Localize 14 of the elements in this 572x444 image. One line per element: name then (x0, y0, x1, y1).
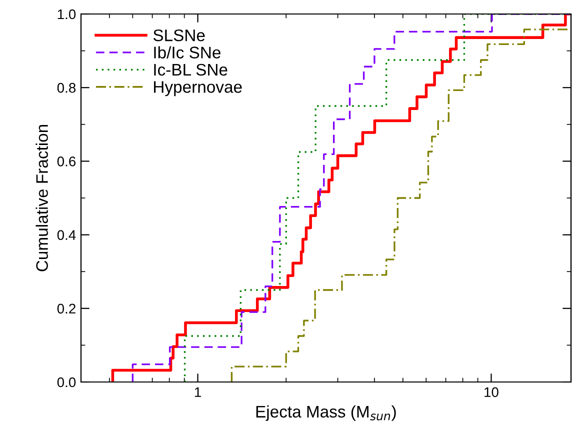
y-tick-label: 0.2 (57, 304, 76, 314)
y-tick-label: 0.8 (57, 82, 76, 93)
y-tick-label: 0.4 (57, 230, 76, 240)
legend-label: Ic-BL SNe (154, 64, 228, 76)
y-axis-title: Cumulative Fraction (36, 124, 48, 272)
y-tick-label: 0.6 (57, 156, 76, 166)
x-axis-title: Ejecta Mass (M$_{sun}$) (256, 405, 396, 421)
y-tick-label: 0.0 (57, 377, 76, 388)
x-tick-label: 1 (194, 387, 201, 397)
legend-label: Ib/Ic SNe (154, 46, 220, 58)
x-tick-label: 10 (484, 387, 498, 398)
legend-label: SLSNe (153, 29, 205, 42)
legend-label: Hypernovae (154, 81, 242, 96)
y-tick-label: 1.0 (58, 9, 76, 20)
